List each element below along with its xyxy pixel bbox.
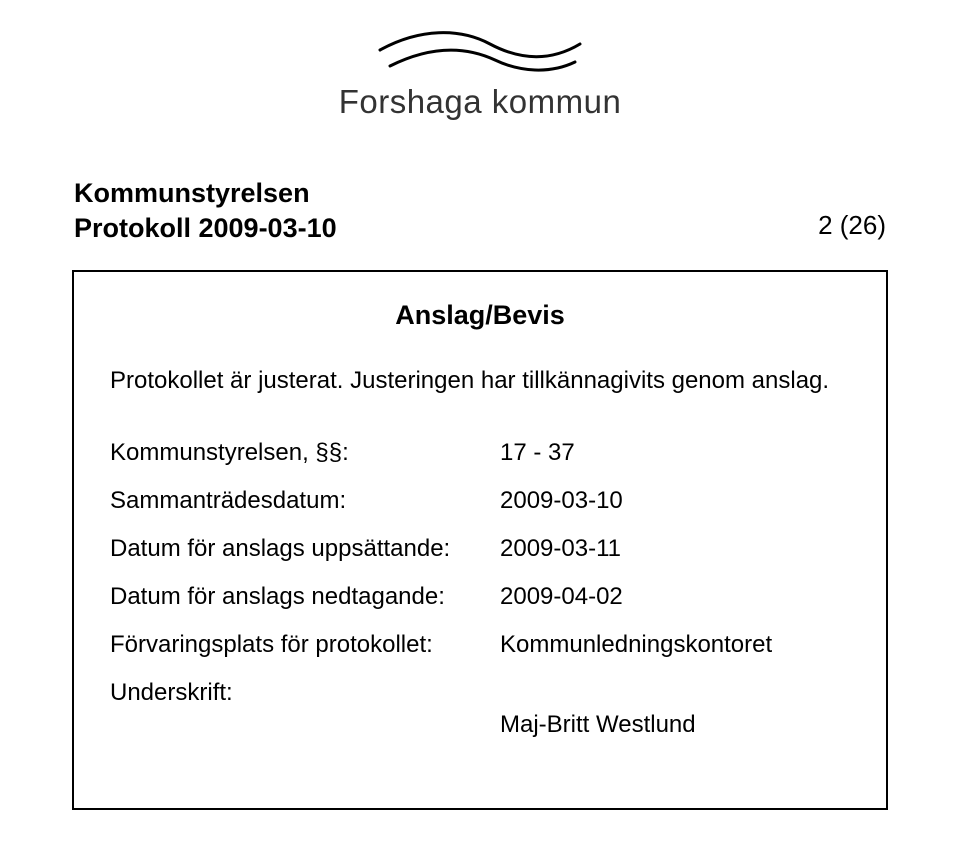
row-storage-location: Förvaringsplats för protokollet: Kommunl… xyxy=(110,631,850,659)
page: Forshaga kommun Kommunstyrelsen Protokol… xyxy=(0,0,960,867)
logo: Forshaga kommun xyxy=(310,22,650,121)
logo-text: Forshaga kommun xyxy=(310,83,650,121)
waves-icon xyxy=(370,22,590,76)
signature-right: Maj-Britt Westlund xyxy=(500,679,850,739)
anslag-bevis-box: Anslag/Bevis Protokollet är justerat. Ju… xyxy=(72,270,888,810)
row-label: Sammanträdesdatum: xyxy=(110,487,500,515)
row-value: 2009-04-02 xyxy=(500,583,850,611)
signature-name: Maj-Britt Westlund xyxy=(500,705,850,739)
document-header: Kommunstyrelsen Protokoll 2009-03-10 xyxy=(74,176,337,246)
box-title: Anslag/Bevis xyxy=(110,300,850,331)
protocol-line: Protokoll 2009-03-10 xyxy=(74,211,337,246)
row-meeting-date: Sammanträdesdatum: 2009-03-10 xyxy=(110,487,850,515)
row-label: Kommunstyrelsen, §§: xyxy=(110,439,500,467)
org-name: Kommunstyrelsen xyxy=(74,176,337,211)
page-indicator: 2 (26) xyxy=(818,210,886,241)
row-label: Datum för anslags nedtagande: xyxy=(110,583,500,611)
rows-container: Kommunstyrelsen, §§: 17 - 37 Sammanträde… xyxy=(110,439,850,739)
row-org-sections: Kommunstyrelsen, §§: 17 - 37 xyxy=(110,439,850,467)
row-posting-date: Datum för anslags uppsättande: 2009-03-1… xyxy=(110,535,850,563)
signature-label: Underskrift: xyxy=(110,679,500,707)
row-label: Förvaringsplats för protokollet: xyxy=(110,631,500,659)
row-value: 2009-03-10 xyxy=(500,487,850,515)
row-label: Datum för anslags uppsättande: xyxy=(110,535,500,563)
box-intro: Protokollet är justerat. Justeringen har… xyxy=(110,365,850,397)
row-value: Kommunledningskontoret xyxy=(500,631,850,659)
row-value: 2009-03-11 xyxy=(500,535,850,563)
row-removal-date: Datum för anslags nedtagande: 2009-04-02 xyxy=(110,583,850,611)
row-signature: Underskrift: Maj-Britt Westlund xyxy=(110,679,850,739)
row-value: 17 - 37 xyxy=(500,439,850,467)
signature-space xyxy=(500,679,850,705)
